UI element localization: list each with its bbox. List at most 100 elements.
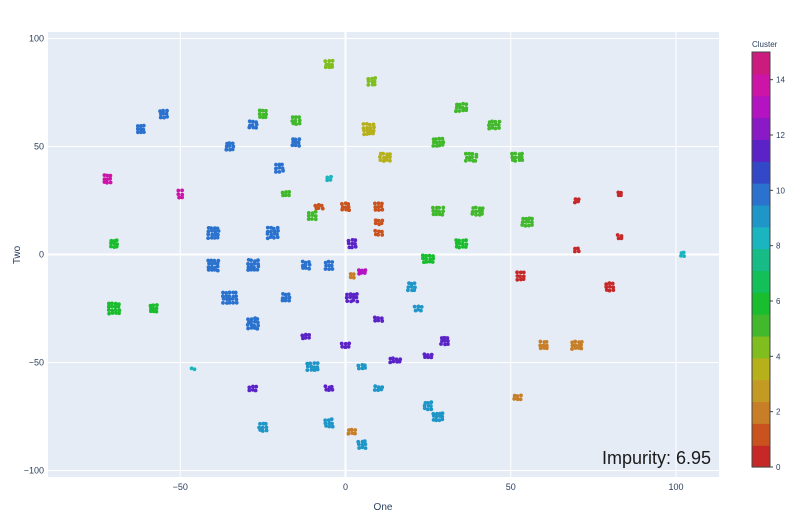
colorbar-swatch [752, 117, 770, 140]
data-point [206, 265, 211, 270]
data-point [515, 277, 520, 282]
data-point [277, 165, 282, 170]
data-point [189, 366, 194, 371]
data-point [513, 151, 518, 156]
data-point [356, 363, 361, 368]
data-point [461, 101, 465, 106]
data-point [530, 223, 534, 227]
colorbar-swatch [752, 52, 770, 75]
data-point [362, 132, 366, 137]
data-point [412, 281, 417, 286]
data-point [490, 125, 495, 130]
data-point [253, 319, 257, 324]
data-point [579, 340, 584, 344]
colorbar-swatch [752, 270, 770, 293]
data-point [135, 127, 140, 131]
data-point [371, 122, 376, 127]
data-point [376, 388, 380, 392]
data-point [524, 216, 529, 221]
data-point [372, 315, 377, 320]
data-point [255, 317, 260, 321]
data-point [353, 428, 358, 432]
colorbar-tick-label: 8 [776, 242, 781, 251]
data-point [329, 384, 334, 389]
data-point [227, 141, 232, 146]
colorbar-swatch [752, 139, 770, 162]
data-point [265, 225, 270, 230]
y-tick-label: 50 [34, 141, 44, 151]
data-point [518, 274, 522, 279]
data-point [330, 424, 335, 429]
data-point [681, 250, 686, 255]
data-point [230, 297, 235, 301]
data-point [422, 403, 427, 408]
data-point [435, 411, 439, 416]
data-point [330, 58, 335, 63]
data-point [437, 418, 442, 423]
data-point [607, 281, 612, 286]
data-point [221, 297, 226, 301]
y-tick-labels: −100 −50 0 50 100 [24, 33, 44, 475]
data-point [521, 270, 526, 275]
data-point [429, 400, 434, 405]
data-point [209, 265, 214, 270]
data-point [264, 425, 269, 430]
data-point [388, 158, 392, 163]
data-point [249, 326, 254, 330]
data-point [303, 263, 308, 267]
data-point [227, 144, 232, 148]
data-point [457, 109, 462, 113]
y-tick-label: −100 [24, 466, 44, 476]
data-point [362, 271, 367, 275]
data-point [275, 232, 279, 237]
data-point [192, 367, 197, 372]
data-point [425, 407, 430, 412]
data-point [440, 143, 445, 147]
data-point [520, 158, 525, 163]
data-point [426, 401, 430, 405]
data-point [246, 262, 250, 266]
data-point [376, 218, 381, 223]
data-point [416, 304, 421, 309]
data-point [303, 266, 308, 270]
data-point [474, 212, 478, 217]
data-point [280, 162, 284, 167]
colorbar-swatch [752, 445, 770, 468]
data-point [429, 352, 434, 357]
colorbar-swatch [752, 161, 770, 184]
data-point [161, 111, 166, 116]
data-point [141, 123, 146, 128]
data-point [376, 318, 381, 323]
data-point [344, 207, 348, 212]
data-point [287, 295, 292, 300]
data-point [348, 292, 353, 297]
data-point [233, 290, 238, 295]
data-point [373, 221, 378, 226]
data-point [510, 155, 515, 160]
grid-lines [48, 32, 719, 477]
data-point [429, 404, 433, 408]
data-point [254, 122, 259, 127]
data-point [573, 249, 577, 254]
data-point [247, 125, 252, 130]
data-point [264, 112, 268, 117]
data-point [110, 304, 114, 309]
data-point [312, 368, 317, 372]
data-point [441, 209, 445, 214]
data-point [348, 295, 353, 299]
data-point [256, 320, 260, 325]
data-point [346, 344, 351, 349]
data-point [412, 288, 417, 293]
data-point [544, 340, 549, 344]
data-point [234, 294, 239, 298]
data-point [264, 428, 269, 433]
data-point [105, 180, 109, 185]
data-point [277, 170, 282, 174]
data-point [356, 442, 361, 447]
data-point [165, 108, 169, 113]
data-point [619, 193, 623, 198]
data-point [310, 213, 315, 218]
data-point [423, 355, 427, 359]
x-tick-label: 50 [506, 482, 516, 492]
data-point [434, 209, 439, 213]
